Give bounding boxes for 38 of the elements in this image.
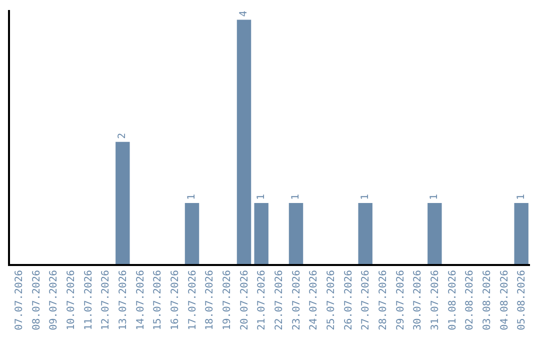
data-label: 1 [360,194,371,200]
x-tick-label: 03.08.2026 [482,270,493,330]
x-tick-label: 08.07.2026 [31,270,42,330]
data-label: 2 [117,132,128,139]
x-tick-label: 26.07.2026 [343,270,354,330]
x-tick-label: 05.08.2026 [516,270,528,330]
data-label: 1 [256,194,267,200]
x-tick-label: 07.07.2026 [14,270,25,330]
x-tick-label: 02.08.2026 [464,270,476,330]
x-tick-label: 10.07.2026 [66,270,77,330]
x-tick-label: 19.07.2026 [222,270,233,330]
x-tick-label: 20.07.2026 [239,270,250,330]
x-tick-label: 24.07.2026 [308,270,320,330]
x-tick-label: 17.07.2026 [187,270,198,330]
x-tick-label: 11.07.2026 [83,270,94,330]
x-tick-label: 23.07.2026 [291,270,302,330]
x-tick-label: 12.07.2026 [100,270,112,330]
x-tick-label: 28.07.2026 [378,270,389,330]
x-tick-label: 18.07.2026 [204,270,216,330]
data-label: 4 [238,10,250,17]
x-tick-label: 21.07.2026 [256,270,268,330]
x-tick-label: 15.07.2026 [152,270,164,330]
x-tick-label: 09.07.2026 [48,270,60,330]
data-label: 1 [516,194,527,200]
x-tick-label: 16.07.2026 [170,270,181,330]
x-tick-label: 25.07.2026 [326,270,337,330]
data-label: 1 [429,194,440,200]
x-tick-label: 01.08.2026 [447,270,458,330]
x-tick-label: 22.07.2026 [274,270,285,330]
x-tick-label: 30.07.2026 [412,270,424,330]
x-tick-label: 29.07.2026 [395,270,406,330]
x-tick-label: 14.07.2026 [135,270,146,330]
data-label: 1 [290,194,302,200]
x-tick-label: 04.08.2026 [499,270,510,330]
x-tick-label: 31.07.2026 [430,270,441,330]
x-tick-label: 13.07.2026 [118,270,129,330]
x-tick-label: 27.07.2026 [360,270,372,330]
data-label: 1 [186,194,198,200]
